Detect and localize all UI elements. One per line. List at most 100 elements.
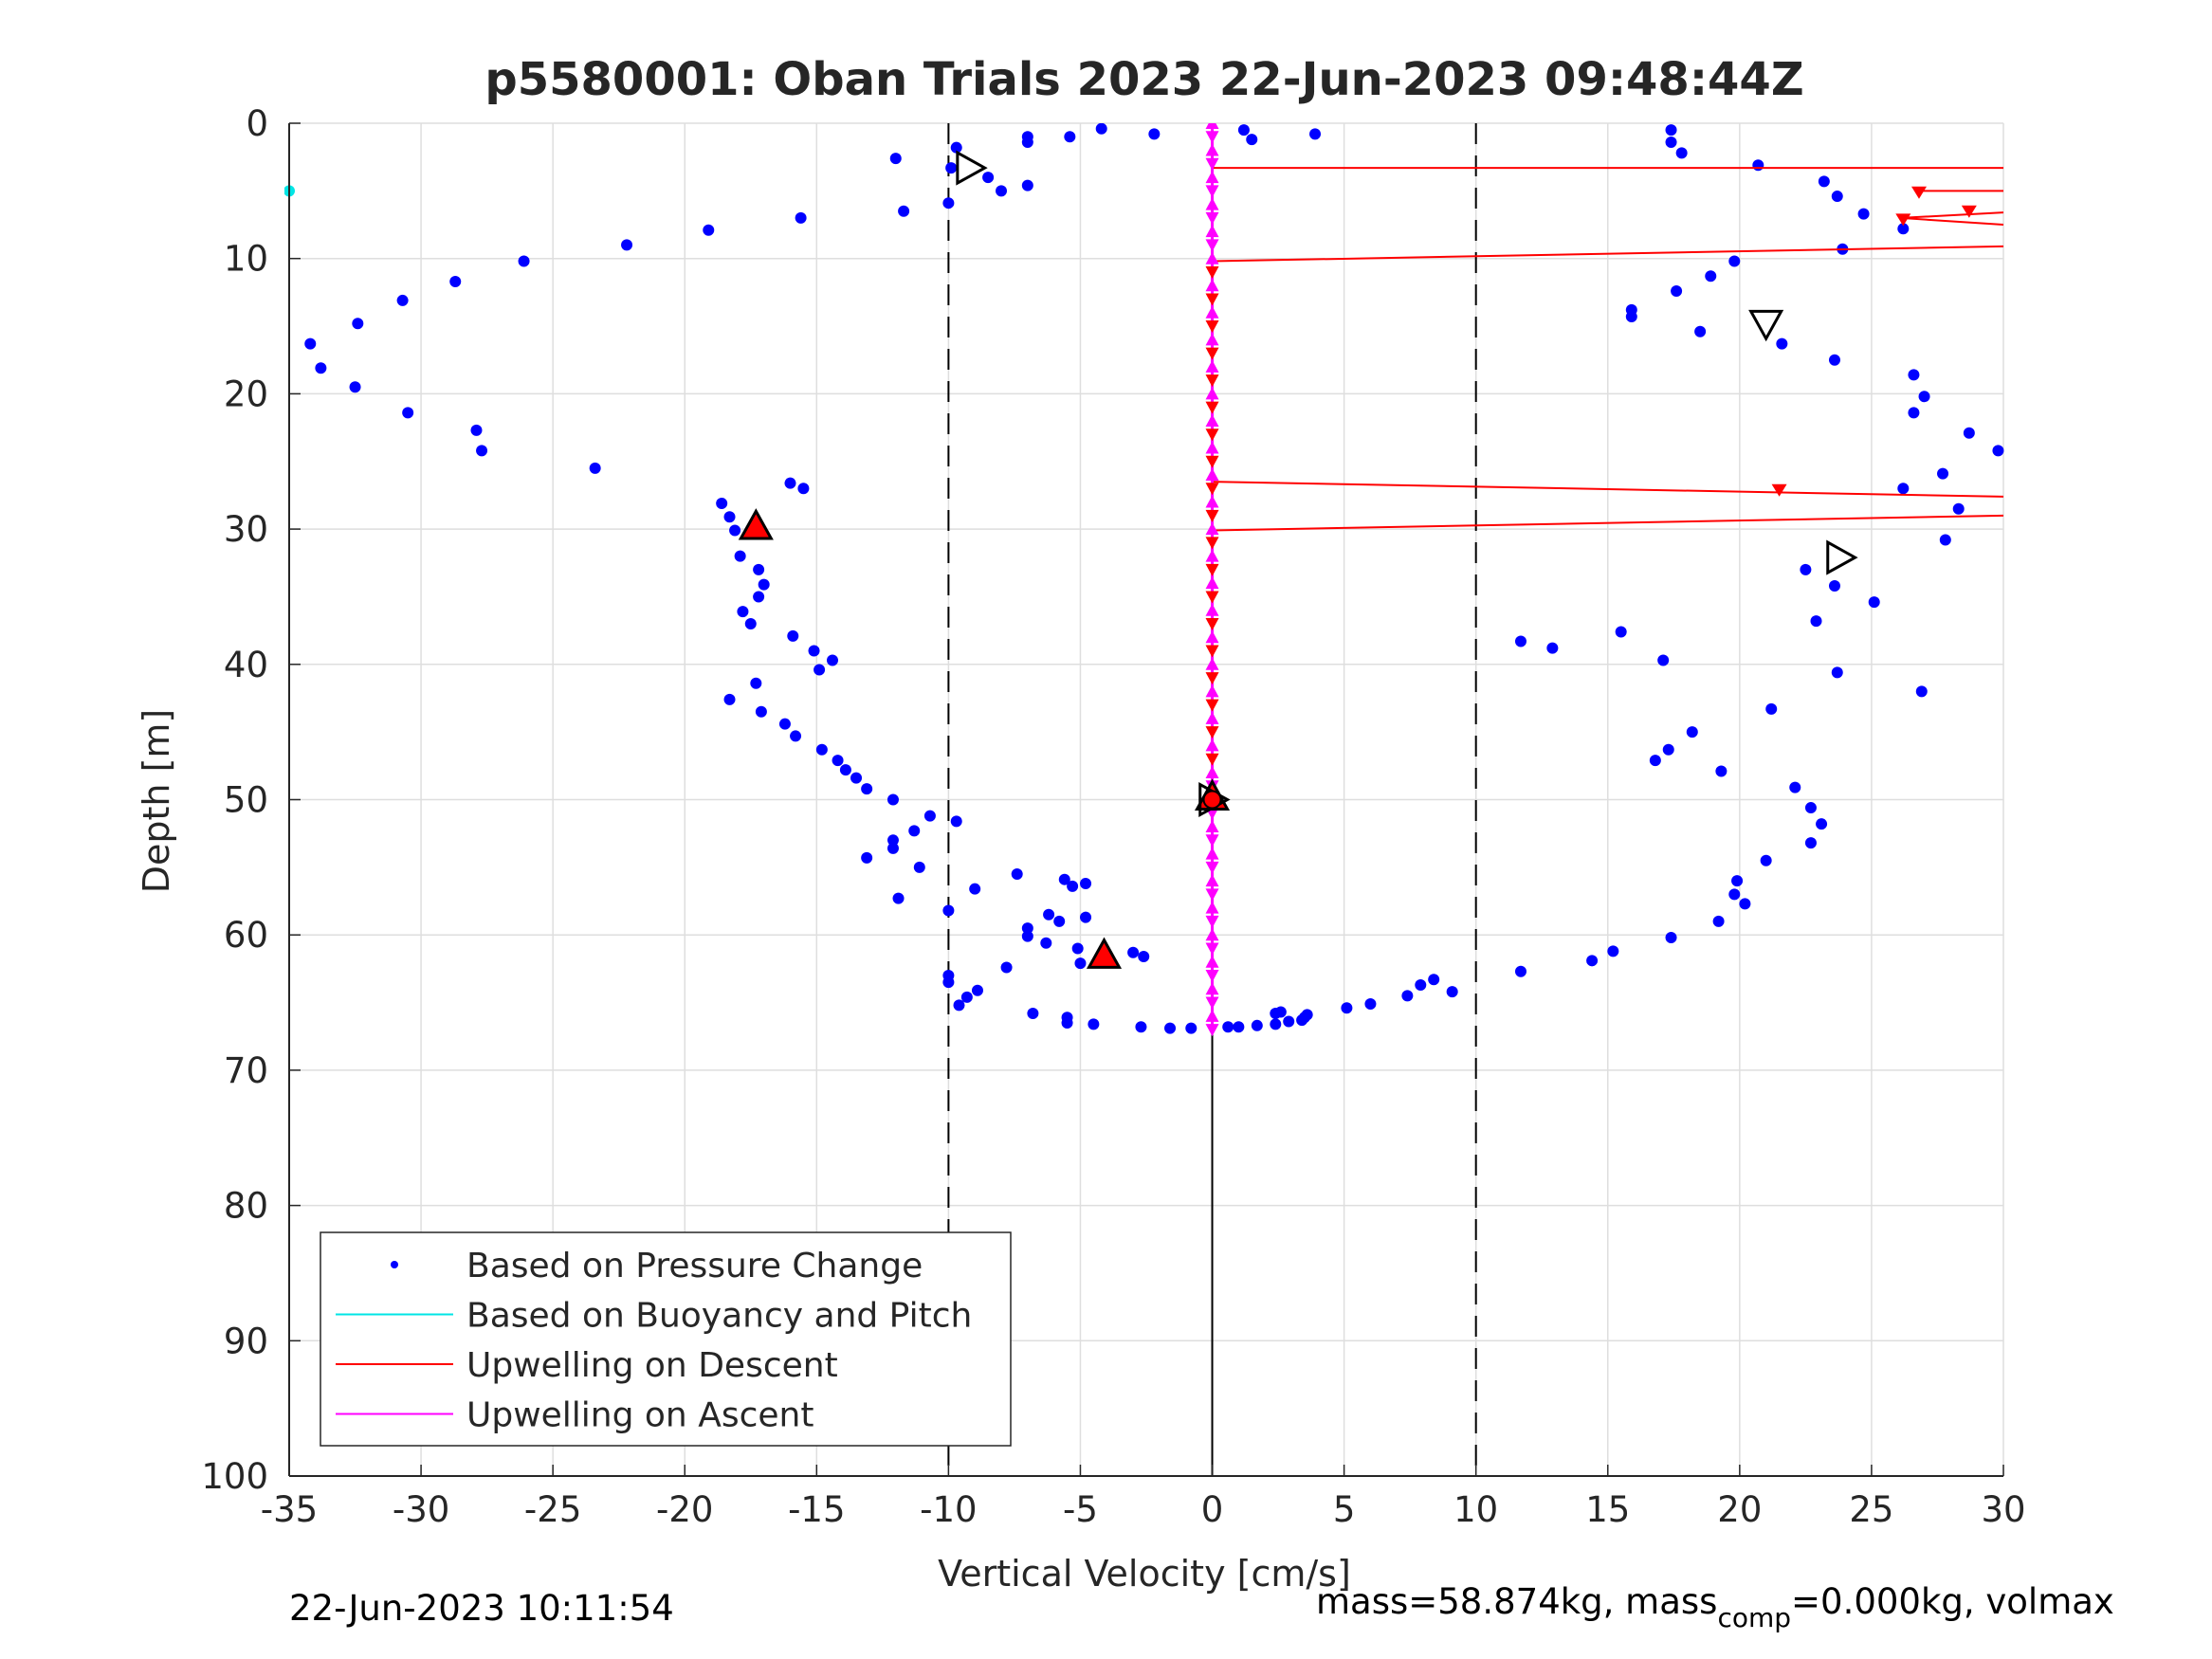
data-point bbox=[1095, 123, 1107, 135]
y-tick-label: 90 bbox=[224, 1321, 268, 1361]
data-point bbox=[1021, 922, 1033, 935]
data-point bbox=[942, 197, 955, 210]
data-point bbox=[449, 275, 462, 287]
data-point bbox=[996, 185, 1008, 197]
data-point bbox=[621, 239, 633, 251]
data-point bbox=[476, 445, 488, 457]
data-point bbox=[1818, 175, 1830, 188]
series-line bbox=[1900, 211, 2004, 219]
data-point bbox=[1021, 179, 1033, 191]
x-tick-label: -5 bbox=[1063, 1489, 1098, 1530]
data-point bbox=[1810, 615, 1822, 628]
data-point bbox=[1665, 136, 1677, 148]
data-point bbox=[815, 743, 828, 756]
data-point bbox=[1908, 407, 1920, 419]
legend: Based on Pressure Change Based on Buoyanc… bbox=[320, 1231, 1012, 1447]
data-point bbox=[1657, 654, 1670, 666]
y-tick-label: 50 bbox=[224, 780, 268, 821]
data-point bbox=[1135, 1021, 1147, 1033]
data-point bbox=[1270, 1018, 1282, 1030]
data-point bbox=[1040, 937, 1052, 949]
ascent-marker bbox=[1205, 401, 1219, 414]
ascent-marker bbox=[1205, 915, 1219, 928]
ascent-marker bbox=[1205, 293, 1219, 306]
data-point bbox=[982, 172, 995, 184]
data-point bbox=[304, 337, 317, 350]
ascent-marker bbox=[1205, 591, 1219, 604]
x-tick-label: -20 bbox=[656, 1489, 713, 1530]
data-point bbox=[744, 617, 757, 629]
data-point bbox=[758, 578, 770, 591]
ascent-marker bbox=[1205, 251, 1219, 264]
data-point bbox=[703, 224, 715, 236]
data-point bbox=[1064, 131, 1076, 143]
special-markers bbox=[738, 150, 1858, 969]
ascent-marker bbox=[1205, 603, 1219, 616]
data-point bbox=[1148, 128, 1161, 140]
data-point bbox=[1138, 951, 1150, 963]
data-point bbox=[1514, 635, 1526, 647]
ascent-marker bbox=[1205, 834, 1219, 848]
data-point bbox=[1080, 877, 1092, 889]
ascent-marker bbox=[1205, 374, 1219, 388]
data-point bbox=[861, 783, 873, 795]
data-point bbox=[1074, 957, 1087, 970]
data-point bbox=[1067, 880, 1079, 892]
series-line bbox=[1212, 245, 2004, 263]
ascent-marker bbox=[1205, 996, 1219, 1010]
data-point bbox=[716, 497, 728, 509]
data-point bbox=[1615, 626, 1627, 638]
data-point bbox=[1251, 1019, 1263, 1031]
ascent-marker bbox=[1205, 185, 1219, 198]
ascent-marker bbox=[1205, 699, 1219, 712]
data-point bbox=[969, 883, 981, 895]
data-point bbox=[1939, 534, 1951, 546]
data-point bbox=[1071, 942, 1084, 955]
x-tick-label: -15 bbox=[788, 1489, 845, 1530]
data-point bbox=[1963, 427, 1975, 439]
circle-marker bbox=[1202, 790, 1222, 810]
x-tick-label: 15 bbox=[1585, 1489, 1630, 1530]
descent-marker bbox=[1910, 186, 1927, 199]
x-tick-label: -35 bbox=[261, 1489, 318, 1530]
data-point bbox=[1800, 563, 1812, 575]
data-point bbox=[790, 730, 802, 742]
data-point bbox=[1675, 147, 1688, 159]
x-tick-label: 5 bbox=[1333, 1489, 1356, 1530]
triangle-right-marker bbox=[956, 150, 988, 186]
ascent-marker bbox=[1205, 711, 1219, 724]
legend-label: Upwelling on Ascent bbox=[466, 1396, 814, 1435]
data-point bbox=[1053, 915, 1066, 927]
triangle-down-marker bbox=[1748, 309, 1784, 342]
data-point bbox=[750, 677, 762, 689]
ascent-marker bbox=[1205, 495, 1219, 508]
y-tick-label: 60 bbox=[224, 915, 268, 956]
data-point bbox=[1705, 270, 1717, 283]
data-point bbox=[1816, 818, 1828, 830]
data-point bbox=[1992, 445, 2004, 457]
data-point bbox=[887, 834, 899, 847]
data-point bbox=[352, 318, 364, 330]
ascent-marker bbox=[1205, 657, 1219, 670]
ascent-marker bbox=[1205, 387, 1219, 400]
data-point bbox=[832, 755, 844, 767]
data-point bbox=[1686, 726, 1698, 738]
x-tick-label: -30 bbox=[393, 1489, 449, 1530]
ascent-marker bbox=[1205, 1009, 1219, 1022]
ascent-marker bbox=[1205, 970, 1219, 983]
data-point bbox=[839, 764, 851, 776]
ascent-marker bbox=[1205, 441, 1219, 454]
data-point bbox=[1446, 986, 1458, 998]
data-point bbox=[861, 851, 873, 864]
series-line bbox=[1212, 514, 2004, 532]
ascent-marker bbox=[1205, 684, 1219, 698]
legend-box bbox=[320, 1231, 1012, 1447]
legend-swatch bbox=[391, 1261, 398, 1268]
data-point bbox=[942, 976, 955, 989]
data-point bbox=[737, 606, 749, 618]
ascent-marker bbox=[1205, 359, 1219, 373]
data-point bbox=[723, 693, 736, 705]
data-point bbox=[778, 718, 791, 730]
ascent-marker bbox=[1205, 942, 1219, 956]
